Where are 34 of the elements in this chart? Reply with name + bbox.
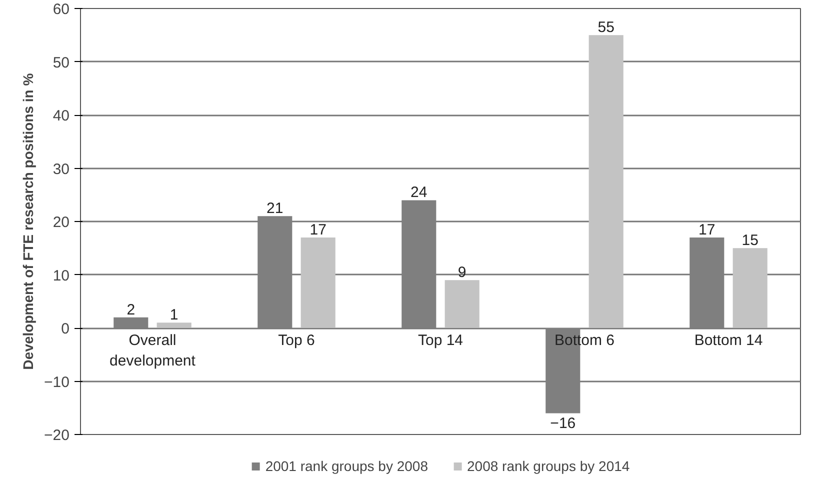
y-tick-label: 20 — [52, 214, 70, 231]
y-tick-label: 0 — [61, 320, 70, 338]
data-label: 55 — [598, 19, 614, 36]
legend-label: 2008 rank groups by 2014 — [467, 458, 630, 474]
data-label: 24 — [410, 184, 428, 202]
y-axis-title: Development of FTE research positions in % — [20, 72, 36, 370]
bar — [732, 248, 768, 328]
data-label: −16 — [550, 415, 576, 432]
y-tick-label: 50 — [52, 54, 70, 72]
bar — [258, 216, 292, 328]
bar — [156, 322, 192, 328]
x-tick-label: Overall development — [110, 332, 196, 370]
y-tick-label: 10 — [52, 267, 70, 284]
bar — [588, 35, 624, 328]
bar — [300, 237, 336, 328]
data-label: 21 — [266, 200, 284, 218]
legend-label: 2001 rank groups by 2008 — [265, 458, 428, 474]
bar — [444, 280, 480, 328]
bar — [114, 317, 148, 328]
y-tick-label: 40 — [52, 108, 70, 124]
y-tick-label: 30 — [52, 160, 70, 178]
data-label: 17 — [698, 221, 716, 238]
y-tick-label: −20 — [44, 427, 70, 444]
data-label: 2 — [126, 301, 136, 318]
y-tick-label: −10 — [44, 374, 70, 391]
x-tick-label: Bottom 14 — [694, 332, 763, 349]
bar — [690, 237, 724, 328]
data-label: 15 — [742, 232, 758, 250]
bar — [402, 200, 436, 328]
data-label: 1 — [170, 306, 178, 324]
y-tick-label: 60 — [52, 1, 70, 18]
x-tick-label: Top 6 — [278, 332, 315, 349]
x-tick-label: Top 14 — [418, 332, 464, 349]
data-label: 17 — [310, 221, 326, 238]
